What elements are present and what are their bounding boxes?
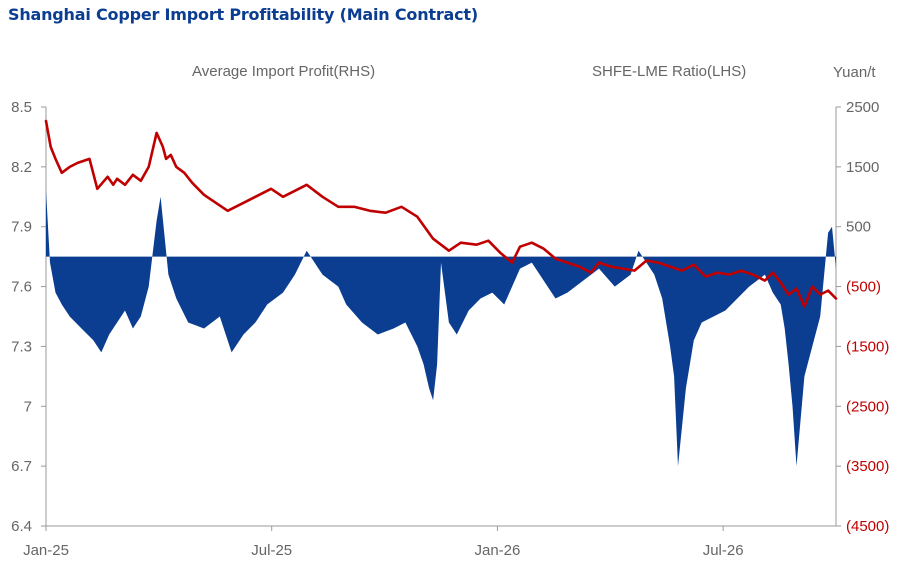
x-tick-label: Jul-25	[251, 542, 292, 559]
shfe-lme-ratio-line	[44, 119, 838, 308]
right-tick-label: 2500	[846, 99, 879, 116]
left-tick-label: 8.2	[11, 159, 32, 176]
right-axis-ticks: 2500 1500 500 (500) (1500) (2500) (3500) (4500)	[836, 99, 889, 535]
right-tick-label: 1500	[846, 159, 879, 176]
x-tick-label: Jan-25	[23, 542, 69, 559]
right-tick-label: 500	[846, 219, 871, 236]
x-tick-label: Jan-26	[474, 542, 520, 559]
left-tick-label: 7.9	[11, 219, 32, 236]
right-axis-unit: Yuan/t	[833, 64, 876, 81]
legend-ratio: SHFE-LME Ratio(LHS)	[592, 63, 746, 80]
right-tick-label: (3500)	[846, 458, 889, 475]
import-profit-area	[46, 190, 836, 467]
left-tick-label: 6.4	[11, 518, 32, 535]
x-tick-label: Jul-26	[703, 542, 744, 559]
right-tick-label: (500)	[846, 279, 881, 296]
left-axis-ticks: 8.5 8.2 7.9 7.6 7.3 7 6.7 6.4	[11, 99, 46, 535]
x-axis-ticks: Jan-25 Jul-25 Jan-26 Jul-26	[23, 526, 744, 559]
left-tick-label: 6.7	[11, 458, 32, 475]
left-tick-label: 7.6	[11, 279, 32, 296]
right-tick-label: (2500)	[846, 398, 889, 415]
left-tick-label: 7	[24, 398, 32, 415]
left-tick-label: 8.5	[11, 99, 32, 116]
axes	[45, 107, 837, 527]
chart-title: Shanghai Copper Import Profitability (Ma…	[8, 5, 478, 24]
left-tick-label: 7.3	[11, 338, 32, 355]
right-tick-label: (4500)	[846, 518, 889, 535]
right-tick-label: (1500)	[846, 338, 889, 355]
legend-profit: Average Import Profit(RHS)	[192, 63, 375, 80]
